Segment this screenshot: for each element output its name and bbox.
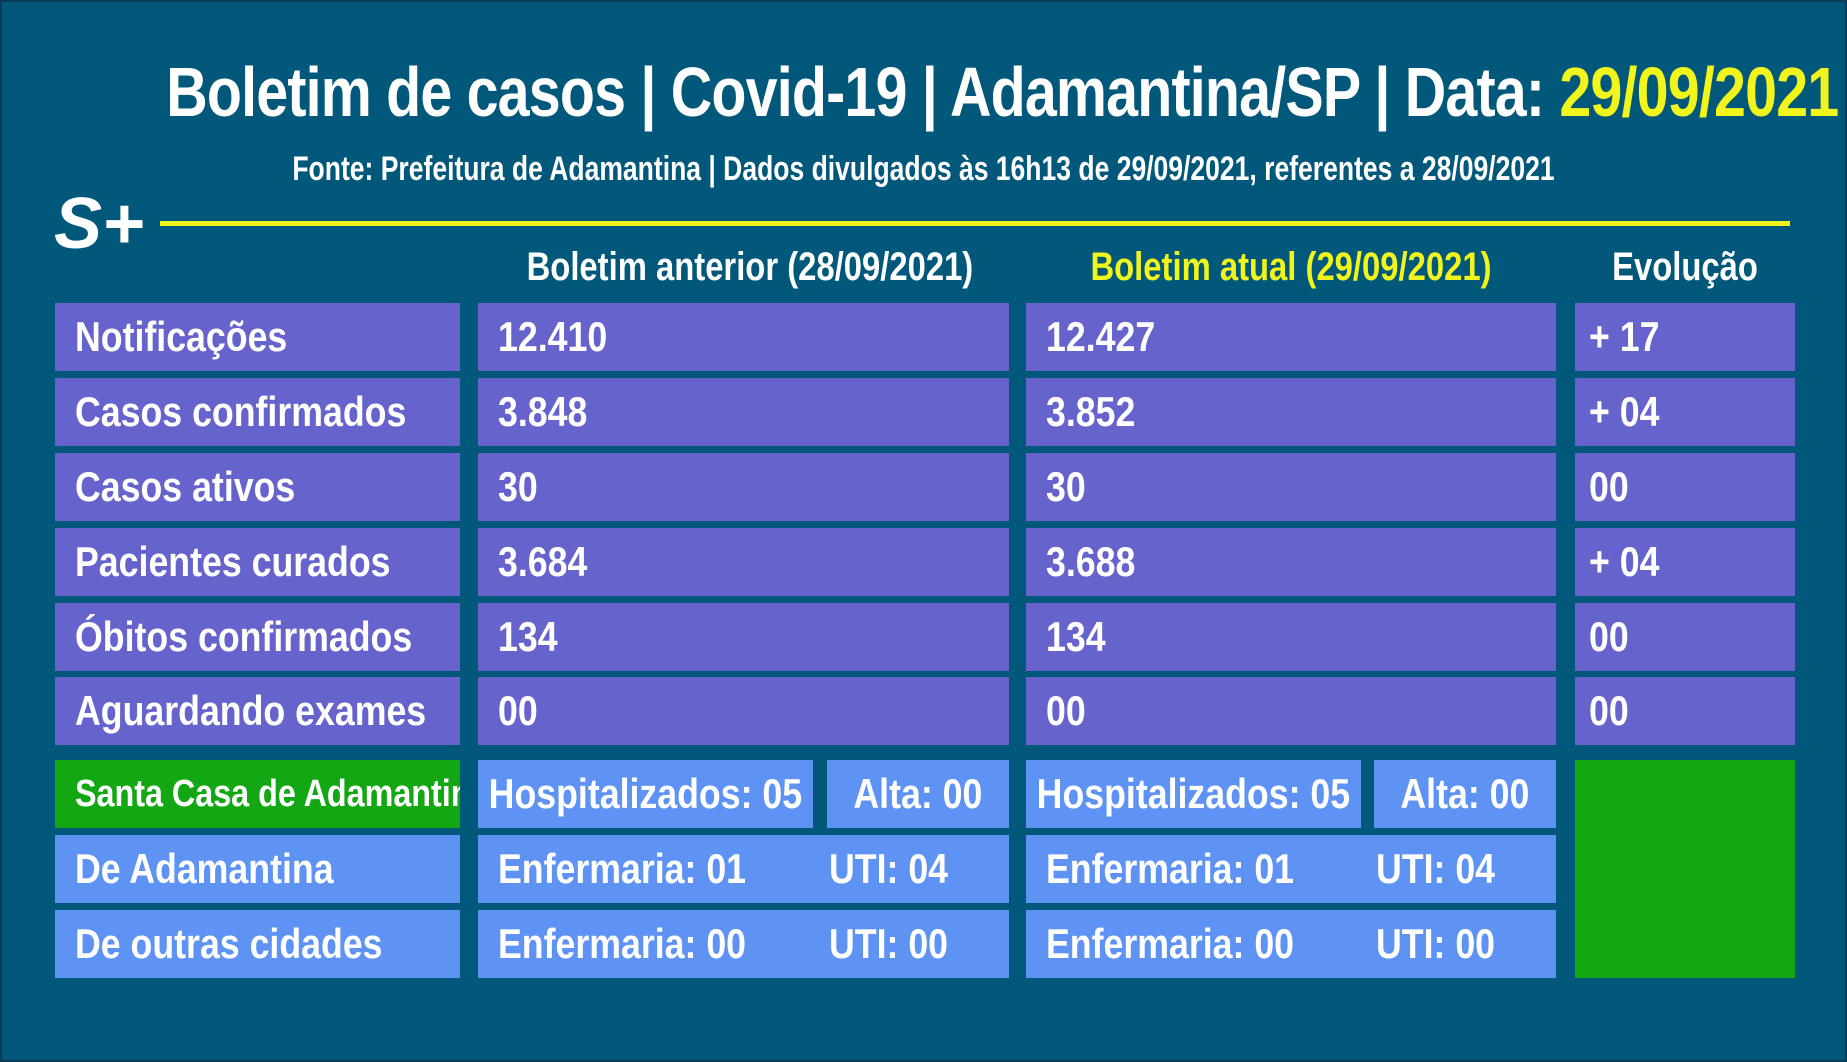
row-previous-value: 3.684	[478, 528, 1009, 596]
row-evolution-value-text: 00	[1589, 613, 1629, 660]
row-previous-value: 00	[478, 677, 1009, 745]
origin-current-adamantina: Enfermaria: 01 UTI: 04	[1026, 835, 1556, 903]
row-label: Pacientes curados	[55, 528, 460, 596]
icu-count: UTI: 00	[1375, 920, 1495, 967]
row-previous-value-text: 30	[498, 463, 538, 510]
hospital-label: Santa Casa de Adamantina	[55, 760, 460, 828]
row-current-value: 3.688	[1026, 528, 1556, 596]
row-previous-value: 30	[478, 453, 1009, 521]
row-label: Notificações	[55, 303, 460, 371]
ward-count: Enfermaria: 01	[498, 845, 747, 892]
row-label-text: Óbitos confirmados	[75, 613, 413, 660]
row-label-text: Notificações	[75, 313, 288, 360]
origin-label-adamantina: De Adamantina	[55, 835, 460, 903]
row-current-value-text: 12.427	[1046, 313, 1156, 360]
row-evolution-value: + 04	[1575, 528, 1795, 596]
icu-count: UTI: 00	[828, 920, 948, 967]
origin-previous-adamantina: Enfermaria: 01 UTI: 04	[478, 835, 1009, 903]
title-text: Boletim de casos | Covid-19 | Adamantina…	[166, 53, 1560, 131]
previous-hospitalized-text: Hospitalizados: 05	[488, 770, 803, 817]
row-evolution-value: 00	[1575, 677, 1795, 745]
row-evolution-value: + 17	[1575, 303, 1795, 371]
row-current-value: 30	[1026, 453, 1556, 521]
row-label-text: Casos confirmados	[75, 388, 407, 435]
ward-count: Enfermaria: 01	[1046, 845, 1295, 892]
brand-logo: S+	[54, 184, 145, 264]
current-discharged-text: Alta: 00	[1400, 770, 1530, 817]
ward-count: Enfermaria: 00	[498, 920, 747, 967]
row-previous-value: 3.848	[478, 378, 1009, 446]
row-current-value-text: 30	[1046, 463, 1086, 510]
previous-discharged-text: Alta: 00	[853, 770, 983, 817]
row-label: Casos confirmados	[55, 378, 460, 446]
row-evolution-value-text: 00	[1589, 463, 1629, 510]
row-evolution-value-text: 00	[1589, 687, 1629, 734]
origin-label-text: De outras cidades	[75, 920, 383, 967]
row-evolution-value: 00	[1575, 603, 1795, 671]
icu-count: UTI: 04	[1375, 845, 1495, 892]
row-label-text: Casos ativos	[75, 463, 296, 510]
hospital-label-text: Santa Casa de Adamantina	[75, 772, 460, 815]
row-current-value: 3.852	[1026, 378, 1556, 446]
origin-label-text: De Adamantina	[75, 845, 334, 892]
row-label: Aguardando exames	[55, 677, 460, 745]
row-current-value: 134	[1026, 603, 1556, 671]
row-previous-value-text: 3.684	[498, 538, 588, 585]
row-evolution-value-text: + 04	[1589, 538, 1660, 585]
previous-discharged: Alta: 00	[827, 760, 1009, 828]
current-hospitalized-text: Hospitalizados: 05	[1036, 770, 1351, 817]
current-hospitalized: Hospitalizados: 05	[1026, 760, 1361, 828]
row-previous-value-text: 00	[498, 687, 538, 734]
row-label-text: Aguardando exames	[75, 687, 427, 734]
previous-hospitalized: Hospitalizados: 05	[478, 760, 813, 828]
origin-previous-other-cities: Enfermaria: 00 UTI: 00	[478, 910, 1009, 978]
row-label: Óbitos confirmados	[55, 603, 460, 671]
row-evolution-value: + 04	[1575, 378, 1795, 446]
source-subtitle: Fonte: Prefeitura de Adamantina | Dados …	[292, 150, 1555, 188]
row-previous-value: 134	[478, 603, 1009, 671]
column-header-current: Boletim atual (29/09/2021)	[1090, 245, 1492, 289]
row-label: Casos ativos	[55, 453, 460, 521]
title-date: 29/09/2021	[1559, 53, 1839, 131]
icu-count: UTI: 04	[828, 845, 948, 892]
row-label-text: Pacientes curados	[75, 538, 391, 585]
row-current-value-text: 134	[1046, 613, 1106, 660]
origin-current-other-cities: Enfermaria: 00 UTI: 00	[1026, 910, 1556, 978]
row-current-value-text: 00	[1046, 687, 1086, 734]
ward-count: Enfermaria: 00	[1046, 920, 1295, 967]
row-current-value: 12.427	[1026, 303, 1556, 371]
row-previous-value-text: 134	[498, 613, 558, 660]
column-header-previous: Boletim anterior (28/09/2021)	[526, 245, 974, 289]
page-title: Boletim de casos | Covid-19 | Adamantina…	[166, 52, 1839, 132]
column-header-evolution: Evolução	[1612, 245, 1758, 289]
origin-label-other-cities: De outras cidades	[55, 910, 460, 978]
row-current-value: 00	[1026, 677, 1556, 745]
row-current-value-text: 3.852	[1046, 388, 1136, 435]
row-previous-value-text: 3.848	[498, 388, 588, 435]
row-evolution-value-text: + 04	[1589, 388, 1660, 435]
row-evolution-value: 00	[1575, 453, 1795, 521]
current-discharged: Alta: 00	[1374, 760, 1556, 828]
header-divider	[160, 221, 1790, 226]
row-previous-value: 12.410	[478, 303, 1009, 371]
row-evolution-value-text: + 17	[1589, 313, 1660, 360]
evolution-hospital-block	[1575, 760, 1795, 978]
row-current-value-text: 3.688	[1046, 538, 1136, 585]
row-previous-value-text: 12.410	[498, 313, 608, 360]
